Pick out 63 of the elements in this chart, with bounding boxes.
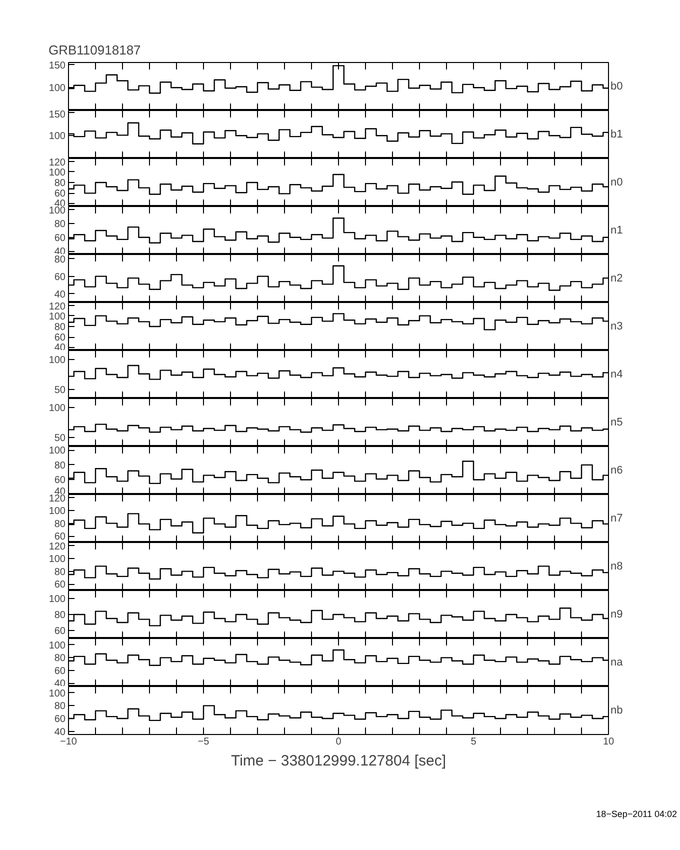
legend-label: n8 bbox=[610, 560, 623, 572]
x-axis-title: Time − 338012999.127804 [sec] bbox=[230, 752, 446, 770]
y-tick-label: 80 bbox=[54, 701, 66, 712]
x-tick-label: −5 bbox=[198, 736, 210, 748]
y-tick-label: 60 bbox=[54, 332, 66, 344]
y-tick-label: 60 bbox=[54, 272, 66, 283]
y-tick-label: 80 bbox=[54, 653, 66, 664]
y-tick-label: 80 bbox=[54, 178, 66, 189]
y-tick-label: 80 bbox=[54, 219, 66, 230]
chart-title: GRB110918187 bbox=[48, 42, 141, 58]
y-tick-label: 80 bbox=[54, 254, 66, 266]
legend-label: na bbox=[610, 656, 624, 668]
y-tick-label: 150 bbox=[48, 60, 66, 72]
x-tick-label: 10 bbox=[602, 736, 614, 748]
legend-label: n1 bbox=[610, 224, 623, 236]
y-tick-label: 150 bbox=[48, 110, 66, 120]
y-tick-label: 60 bbox=[54, 188, 66, 200]
y-tick-label: 60 bbox=[54, 532, 66, 543]
y-tick-label: 120 bbox=[48, 158, 66, 168]
legend-label: n6 bbox=[610, 464, 623, 476]
y-tick-label: 100 bbox=[48, 554, 66, 565]
y-tick-label: 40 bbox=[54, 726, 66, 738]
y-tick-label: 60 bbox=[54, 714, 66, 725]
legend-label: n3 bbox=[610, 320, 623, 332]
y-tick-label: 60 bbox=[54, 666, 66, 677]
legend-label: nb bbox=[610, 704, 623, 716]
y-tick-label: 100 bbox=[48, 446, 66, 457]
y-tick-label: 80 bbox=[54, 518, 66, 530]
y-tick-label: 50 bbox=[54, 385, 66, 396]
y-tick-label: 40 bbox=[54, 289, 66, 300]
y-tick-label: 60 bbox=[54, 580, 66, 591]
y-tick-label: 100 bbox=[48, 131, 66, 142]
x-tick-label: 0 bbox=[336, 736, 342, 748]
y-tick-label: 80 bbox=[54, 610, 66, 621]
y-tick-label: 60 bbox=[54, 232, 66, 244]
legend-label: b1 bbox=[610, 128, 623, 140]
y-tick-label: 100 bbox=[48, 167, 66, 178]
y-tick-label: 80 bbox=[54, 566, 66, 578]
y-tick-label: 100 bbox=[48, 403, 66, 414]
legend-label: n9 bbox=[610, 608, 623, 620]
y-tick-label: 80 bbox=[54, 322, 66, 333]
legend-label: n0 bbox=[610, 176, 623, 188]
y-tick-label: 50 bbox=[54, 433, 66, 444]
y-tick-label: 100 bbox=[48, 311, 66, 322]
legend-label: n2 bbox=[610, 272, 623, 284]
y-tick-label: 60 bbox=[54, 626, 66, 637]
y-tick-label: 100 bbox=[48, 506, 66, 517]
y-tick-label: 100 bbox=[48, 594, 66, 605]
y-tick-label: 100 bbox=[48, 83, 66, 94]
x-tick-label: −10 bbox=[60, 736, 78, 748]
text: 18−Sep−2011 04:02 bbox=[596, 808, 677, 821]
legend-label: n4 bbox=[610, 368, 623, 380]
legend-label: n7 bbox=[610, 512, 623, 524]
legend-label: n5 bbox=[610, 416, 623, 428]
x-tick-label: 5 bbox=[470, 736, 477, 748]
y-tick-label: 80 bbox=[54, 460, 66, 472]
y-tick-label: 100 bbox=[48, 640, 66, 652]
legend-label: b0 bbox=[610, 80, 623, 92]
y-tick-label: 120 bbox=[48, 302, 66, 312]
y-tick-label: 100 bbox=[48, 355, 66, 366]
y-tick-label: 100 bbox=[48, 688, 66, 700]
y-tick-label: 60 bbox=[54, 475, 66, 486]
y-tick-label: 120 bbox=[48, 542, 66, 552]
